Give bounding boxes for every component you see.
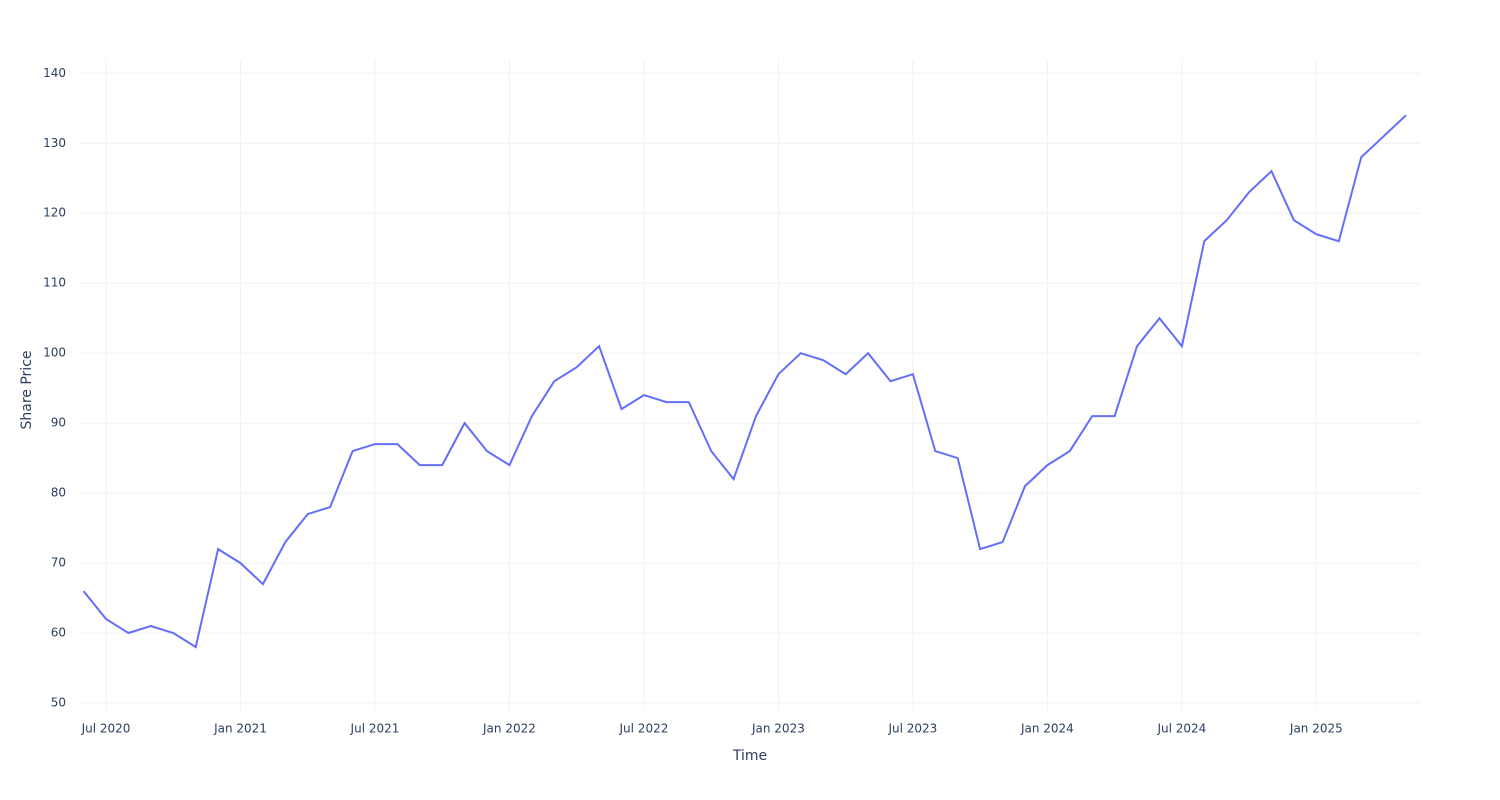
x-tick-label: Jul 2022: [619, 722, 669, 736]
x-tick-label: Jan 2022: [482, 722, 536, 736]
y-tick-label: 60: [51, 626, 66, 640]
y-tick-label: 110: [43, 276, 66, 290]
x-tick-label: Jan 2025: [1289, 722, 1343, 736]
x-tick-label: Jan 2021: [213, 722, 267, 736]
y-tick-label: 100: [43, 346, 66, 360]
y-axis-title: Share Price: [19, 350, 35, 429]
y-tick-label: 90: [51, 416, 66, 430]
price-line: [82, 114, 1407, 649]
x-tick-label: Jul 2024: [1156, 722, 1206, 736]
y-tick-label: 80: [51, 486, 66, 500]
y-tick-label: 70: [51, 556, 66, 570]
y-tick-label: 120: [43, 206, 66, 220]
x-axis-title: Time: [732, 748, 767, 764]
x-tick-label: Jul 2020: [81, 722, 131, 736]
x-tick-label: Jan 2024: [1020, 722, 1074, 736]
x-tick-label: Jan 2023: [751, 722, 805, 736]
y-tick-label: 130: [43, 136, 66, 150]
x-tick-label: Jul 2021: [350, 722, 400, 736]
y-tick-label: 50: [51, 696, 66, 710]
x-tick-label: Jul 2023: [887, 722, 937, 736]
y-tick-label: 140: [43, 66, 66, 80]
